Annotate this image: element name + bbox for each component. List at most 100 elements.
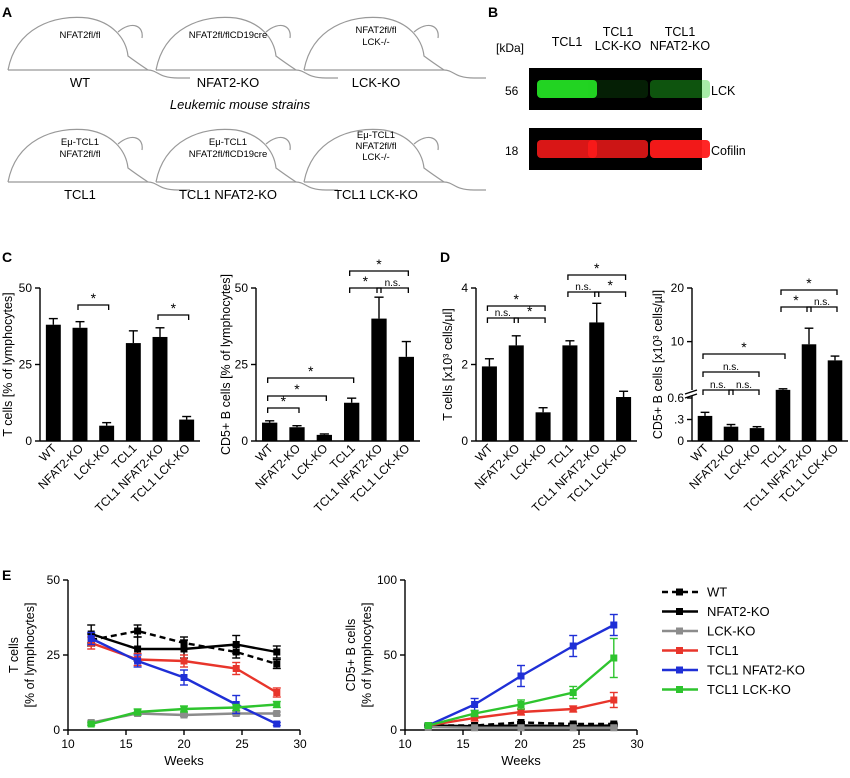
data-point bbox=[424, 722, 432, 729]
time-course-legend: WT NFAT2-KO LCK-KO TCL1 TCL1 NFAT2-KO TCL1 LC… bbox=[662, 585, 805, 697]
axis-break-mark bbox=[684, 389, 698, 395]
kda-label: [kDa] bbox=[496, 41, 524, 55]
bar bbox=[775, 389, 791, 441]
bar bbox=[589, 322, 605, 441]
mouse-ear-icon bbox=[117, 136, 143, 151]
bar bbox=[316, 434, 332, 441]
data-point bbox=[471, 701, 479, 708]
significance-label: * bbox=[294, 381, 300, 397]
y-tick-label: .3 bbox=[674, 413, 684, 427]
legend-label: LCK-KO bbox=[707, 624, 755, 639]
mouse-tail-icon bbox=[156, 181, 338, 191]
data-point bbox=[134, 708, 142, 716]
y-tick-label: 10 bbox=[671, 335, 685, 349]
significance-label: * bbox=[281, 393, 287, 409]
blot-lane-label: TCL1 bbox=[603, 25, 634, 39]
data-point bbox=[517, 724, 525, 732]
significance-label: * bbox=[308, 363, 314, 379]
legend-marker bbox=[676, 647, 683, 654]
data-point bbox=[273, 660, 281, 668]
significance-bracket bbox=[486, 317, 519, 323]
bar bbox=[749, 428, 765, 441]
mouse-body-icon bbox=[155, 16, 297, 71]
significance-bracket bbox=[157, 314, 190, 320]
mouse-genotype-text: NFAT2fl/fl bbox=[60, 30, 101, 41]
axis-break-mark bbox=[684, 393, 698, 399]
significance-label: * bbox=[793, 292, 799, 308]
bar bbox=[179, 419, 195, 441]
mouse-strain-label: TCL1 bbox=[64, 187, 96, 202]
data-point bbox=[273, 648, 281, 656]
significance-bracket bbox=[702, 371, 760, 377]
data-point bbox=[273, 720, 281, 728]
data-point bbox=[273, 710, 281, 717]
significance-label: * bbox=[363, 273, 369, 289]
y-tick-label: 4 bbox=[461, 281, 468, 295]
x-tick-label: 30 bbox=[293, 737, 307, 751]
mouse-strain-label: TCL1 NFAT2-KO bbox=[179, 187, 277, 202]
chart-t-cells-time-course: 10 15 20 25 30 0 25 50 Weeks T cells [% of lymphoc… bbox=[7, 573, 307, 768]
legend-marker bbox=[676, 686, 683, 693]
mouse-strain-label: WT bbox=[70, 75, 90, 90]
y-tick-label: 25 bbox=[47, 648, 61, 662]
x-tick-label: 15 bbox=[456, 737, 470, 751]
significance-bracket bbox=[486, 305, 546, 311]
data-point bbox=[232, 665, 240, 672]
significance-bracket bbox=[702, 389, 734, 395]
legend-label: TCL1 NFAT2-KO bbox=[707, 663, 805, 678]
significance-bracket bbox=[702, 353, 786, 359]
blot-lane-label: TCL1 bbox=[665, 25, 696, 39]
blot-lane-label: NFAT2-KO bbox=[650, 39, 710, 53]
x-axis-label: Weeks bbox=[501, 753, 541, 768]
significance-bracket bbox=[728, 389, 760, 395]
data-point bbox=[569, 705, 577, 713]
significance-bracket bbox=[376, 287, 409, 293]
mouse-genotype-text: Eμ-TCL1 bbox=[61, 137, 99, 148]
y-tick-label: 0 bbox=[241, 434, 248, 448]
mouse-body-icon bbox=[303, 16, 445, 71]
bar bbox=[45, 324, 61, 441]
blot-protein-label: Cofilin bbox=[711, 144, 746, 158]
y-axis-label: [% of lymphocytes] bbox=[360, 603, 374, 708]
y-tick-label: 25 bbox=[235, 358, 249, 372]
data-point bbox=[517, 701, 525, 708]
data-point bbox=[232, 704, 240, 711]
blot-band bbox=[588, 80, 648, 98]
data-point bbox=[134, 627, 142, 635]
mouse-body-icon bbox=[155, 128, 297, 183]
mouse-tail-icon bbox=[304, 69, 486, 79]
x-tick-label: 10 bbox=[61, 737, 75, 751]
data-point bbox=[569, 642, 577, 650]
legend-label: TCL1 bbox=[707, 643, 739, 658]
data-point bbox=[180, 657, 188, 665]
significance-label: n.s. bbox=[814, 297, 830, 308]
significance-bracket bbox=[594, 291, 627, 297]
blot-band bbox=[588, 140, 648, 158]
data-point bbox=[180, 645, 188, 653]
data-point bbox=[87, 635, 95, 642]
significance-bracket bbox=[267, 407, 300, 413]
mouse-strain-label: TCL1 LCK-KO bbox=[334, 187, 418, 202]
y-tick-label: 50 bbox=[47, 573, 61, 587]
y-axis-label: CD5+ B cells [% of lymphocytes] bbox=[219, 274, 233, 455]
significance-label: n.s. bbox=[710, 380, 726, 391]
bar bbox=[125, 343, 141, 441]
series-tcl1-lck-ko bbox=[424, 637, 618, 729]
axis-break-gap bbox=[686, 390, 850, 396]
legend-label: WT bbox=[707, 585, 727, 600]
significance-label: n.s. bbox=[723, 362, 739, 373]
mouse-genotype-text: LCK-/- bbox=[362, 152, 389, 163]
x-tick-label: 10 bbox=[398, 737, 412, 751]
bar bbox=[481, 366, 497, 441]
significance-label: * bbox=[594, 260, 600, 276]
x-axis-label: Weeks bbox=[164, 753, 204, 768]
significance-bracket bbox=[567, 274, 627, 280]
y-tick-label: 50 bbox=[384, 648, 398, 662]
y-tick-label: 0 bbox=[25, 434, 32, 448]
y-tick-label: 2 bbox=[461, 358, 468, 372]
